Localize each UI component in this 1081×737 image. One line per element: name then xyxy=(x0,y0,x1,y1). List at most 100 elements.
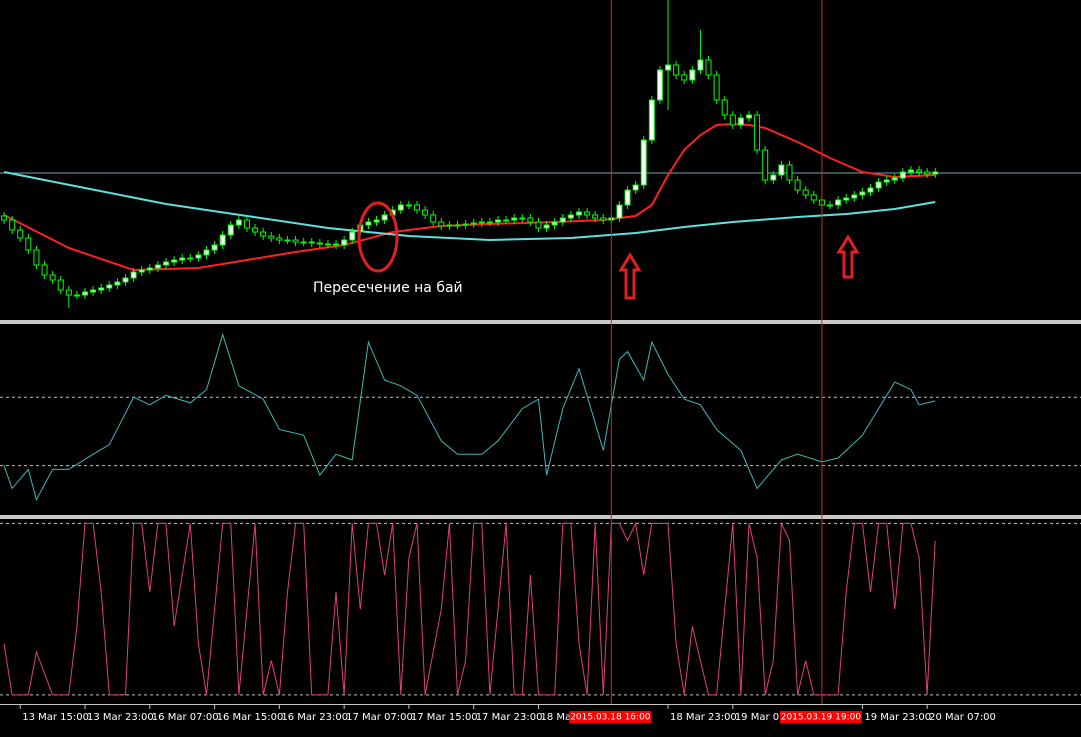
x-tick-label: 19 Mar 07:00 xyxy=(735,712,802,723)
x-axis-line xyxy=(0,704,1081,705)
candle-body xyxy=(446,224,453,227)
candle-body xyxy=(737,117,744,126)
candle-body xyxy=(462,223,469,226)
candle-body xyxy=(624,189,631,206)
candle-body xyxy=(90,289,97,293)
moving-average xyxy=(3,122,936,272)
candle-body xyxy=(187,257,194,260)
panel-separator xyxy=(0,515,1081,519)
candle-body xyxy=(770,174,777,181)
candle-body xyxy=(584,211,591,216)
candle-body xyxy=(511,217,518,221)
candle-body xyxy=(260,231,267,237)
candle-body xyxy=(292,239,299,243)
candle-body xyxy=(916,169,923,173)
candle-body xyxy=(551,221,558,226)
candle-body xyxy=(422,209,429,216)
candle-body xyxy=(835,199,842,206)
candle-body xyxy=(875,181,882,189)
candle-body xyxy=(300,241,307,244)
candle-body xyxy=(430,214,437,223)
x-tick-label: 17 Mar 15:00 xyxy=(411,712,478,723)
candle-body xyxy=(665,64,672,71)
candle-body xyxy=(648,99,655,141)
highlight-ellipse xyxy=(357,201,399,273)
candle-body xyxy=(883,179,890,183)
candle-body xyxy=(341,239,348,246)
candle-body xyxy=(114,281,121,286)
x-tick-label: 13 Mar 23:00 xyxy=(87,712,154,723)
up-arrow xyxy=(836,234,860,279)
candle-body xyxy=(324,243,331,246)
candle-body xyxy=(106,284,113,289)
candle-body xyxy=(454,224,461,227)
candle-body xyxy=(138,269,145,273)
candle-body xyxy=(656,69,663,101)
candle-body xyxy=(219,234,226,246)
indicator-line xyxy=(3,521,936,696)
candle-body xyxy=(470,222,477,225)
candle-body xyxy=(924,171,931,175)
candle-body xyxy=(802,189,809,196)
x-tick-label: 16 Mar 07:00 xyxy=(152,712,219,723)
candle-body xyxy=(284,239,291,242)
time-label-bg xyxy=(779,711,862,723)
candle-body xyxy=(381,214,388,221)
candle-body xyxy=(746,114,753,119)
candle-body xyxy=(41,264,48,276)
candle-body xyxy=(17,229,24,239)
x-tick-label: 18 Mar 23:00 xyxy=(670,712,737,723)
candle-body xyxy=(932,171,939,175)
x-tick-label: 13 Mar 15:00 xyxy=(22,712,89,723)
candle-body xyxy=(414,204,421,211)
candle-body xyxy=(681,74,688,81)
candle-body xyxy=(195,254,202,259)
candle-body xyxy=(705,59,712,76)
x-tick-label: 20 Mar 07:00 xyxy=(929,712,996,723)
candle-body xyxy=(697,59,704,71)
time-label-bg xyxy=(569,711,652,723)
candle-body xyxy=(243,219,250,229)
candle-body xyxy=(867,187,874,193)
candle-body xyxy=(65,289,72,296)
candle-body xyxy=(154,264,161,269)
candle-body xyxy=(494,219,501,223)
candle-body xyxy=(567,214,574,219)
candle-body xyxy=(519,217,526,220)
candle-body xyxy=(349,231,356,241)
x-tick-label: 19 Mar 23:00 xyxy=(864,712,931,723)
candle-body xyxy=(308,241,315,244)
candle-body xyxy=(794,179,801,191)
candle-body xyxy=(25,237,32,251)
candle-body xyxy=(122,277,129,283)
candle-body xyxy=(729,114,736,126)
x-tick-label: 16 Mar 15:00 xyxy=(217,712,284,723)
candle-body xyxy=(843,197,850,201)
candle-body xyxy=(162,261,169,266)
candle-body xyxy=(130,271,137,279)
candle-body xyxy=(640,139,647,186)
x-tick-label: 16 Mar 23:00 xyxy=(281,712,348,723)
candle-body xyxy=(171,259,178,263)
candle-body xyxy=(600,217,607,221)
candle-body xyxy=(673,64,680,76)
x-tick-label: 17 Mar 23:00 xyxy=(476,712,543,723)
moving-average xyxy=(3,171,936,242)
candle-body xyxy=(907,169,914,173)
candle-body xyxy=(543,224,550,229)
candle-body xyxy=(405,204,412,207)
annotation: Пересечение на бай xyxy=(313,280,463,296)
candle-body xyxy=(203,249,210,256)
candle-body xyxy=(235,219,242,226)
candle-body xyxy=(268,235,275,239)
candle-body xyxy=(899,171,906,179)
candle-body xyxy=(397,204,404,211)
x-tick-label: 17 Mar 07:00 xyxy=(346,712,413,723)
indicator-line xyxy=(3,332,936,502)
candle-body xyxy=(211,244,218,251)
candle-body xyxy=(227,224,234,236)
candle-body xyxy=(503,219,510,222)
